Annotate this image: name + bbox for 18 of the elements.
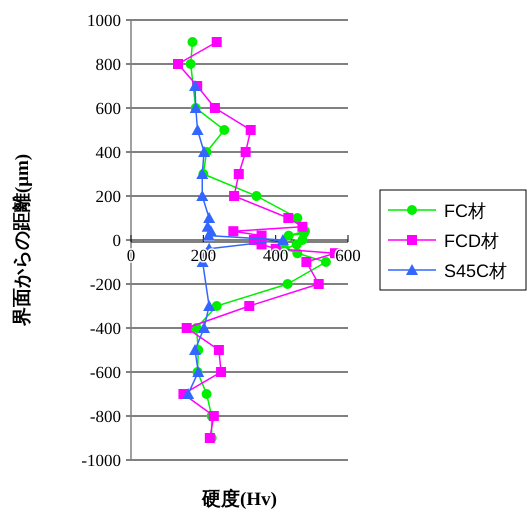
y-tick-label: 0	[112, 231, 121, 250]
legend-label: S45C材	[444, 261, 508, 281]
y-tick-label: 800	[96, 55, 121, 74]
legend-label: FC材	[444, 201, 486, 221]
y-tick-label: -1000	[81, 451, 121, 470]
x-tick-label: 600	[335, 246, 361, 265]
y-tick-label: -800	[90, 407, 121, 426]
y-tick-label: 400	[96, 143, 121, 162]
y-tick-label: 1000	[87, 11, 121, 30]
legend-label: FCD材	[444, 231, 499, 251]
y-tick-label: -200	[90, 275, 121, 294]
x-tick-label: 0	[126, 246, 136, 265]
x-axis-title: 硬度(Hv)	[201, 488, 277, 510]
y-axis-title: 界面からの距離(μm)	[11, 154, 33, 328]
y-tick-label: 600	[96, 99, 121, 118]
y-tick-label: 200	[96, 187, 121, 206]
y-tick-label: -400	[90, 319, 121, 338]
y-tick-label: -600	[90, 363, 121, 382]
